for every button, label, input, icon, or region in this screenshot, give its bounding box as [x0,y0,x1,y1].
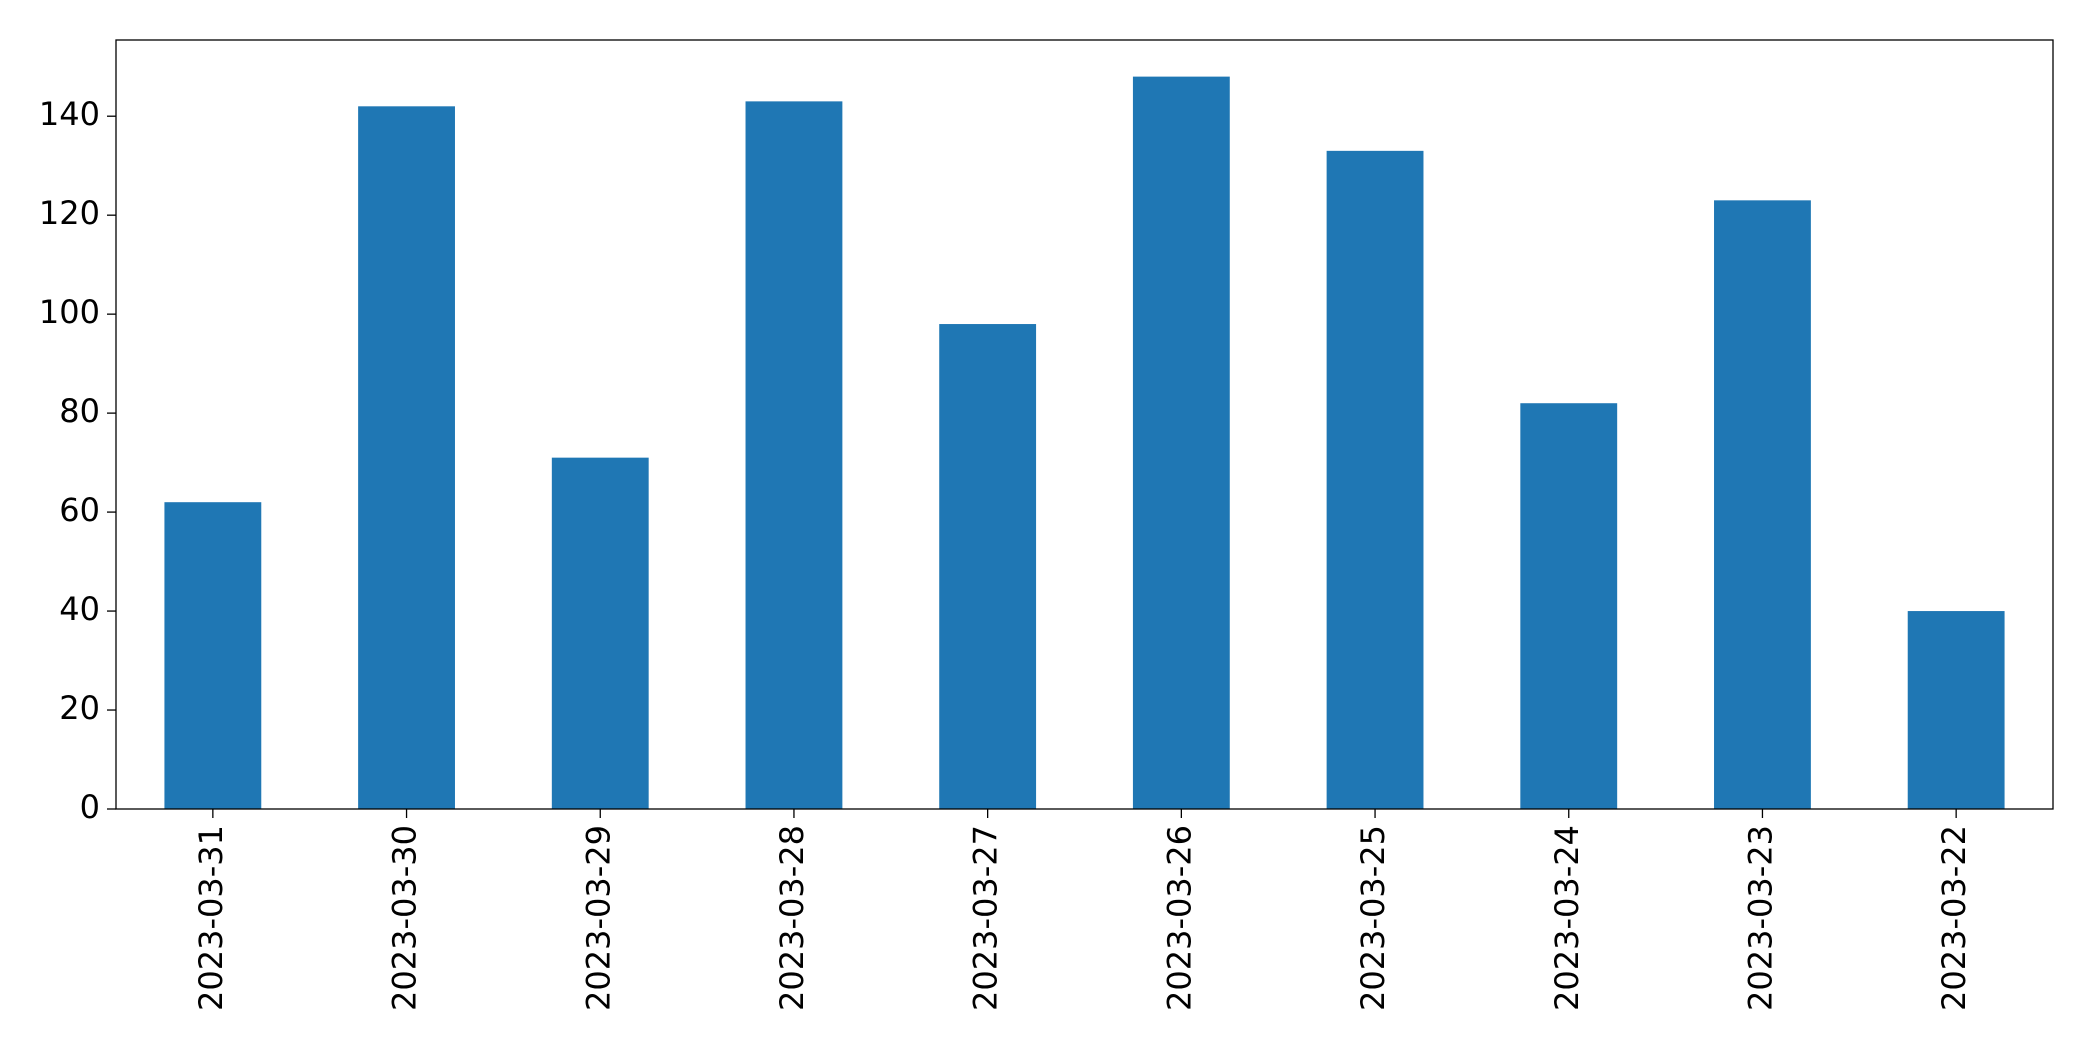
x-tick-label: 2023-03-22 [1935,825,1973,1011]
bar [745,101,843,810]
x-tick-label: 2023-03-23 [1741,825,1779,1011]
bar [358,106,455,809]
y-tick-label: 60 [59,491,100,529]
y-tick-label: 40 [59,590,100,628]
x-tick-label: 2023-03-28 [773,825,811,1011]
y-tick-label: 120 [39,194,100,232]
x-tick-label: 2023-03-30 [386,825,424,1011]
x-tick-label: 2023-03-26 [1160,825,1198,1011]
x-tick-label: 2023-03-27 [967,825,1005,1011]
bar [551,457,649,809]
bar [1132,76,1230,810]
x-tick-label: 2023-03-24 [1548,825,1586,1011]
bar [1714,200,1811,810]
plot-frame [115,39,2054,810]
y-tick-label: 0 [80,788,100,826]
x-tick-label: 2023-03-29 [579,825,617,1011]
x-tick-label: 2023-03-31 [192,825,230,1011]
x-tick-label: 2023-03-25 [1354,825,1392,1011]
bar [1520,403,1618,809]
bar [1907,611,2005,809]
y-tick-label: 20 [59,689,100,727]
bar [1326,150,1424,809]
bar [939,324,1037,809]
y-tick-label: 100 [39,293,100,331]
y-tick-label: 140 [39,95,100,133]
bar [164,502,262,809]
y-tick-label: 80 [59,392,100,430]
